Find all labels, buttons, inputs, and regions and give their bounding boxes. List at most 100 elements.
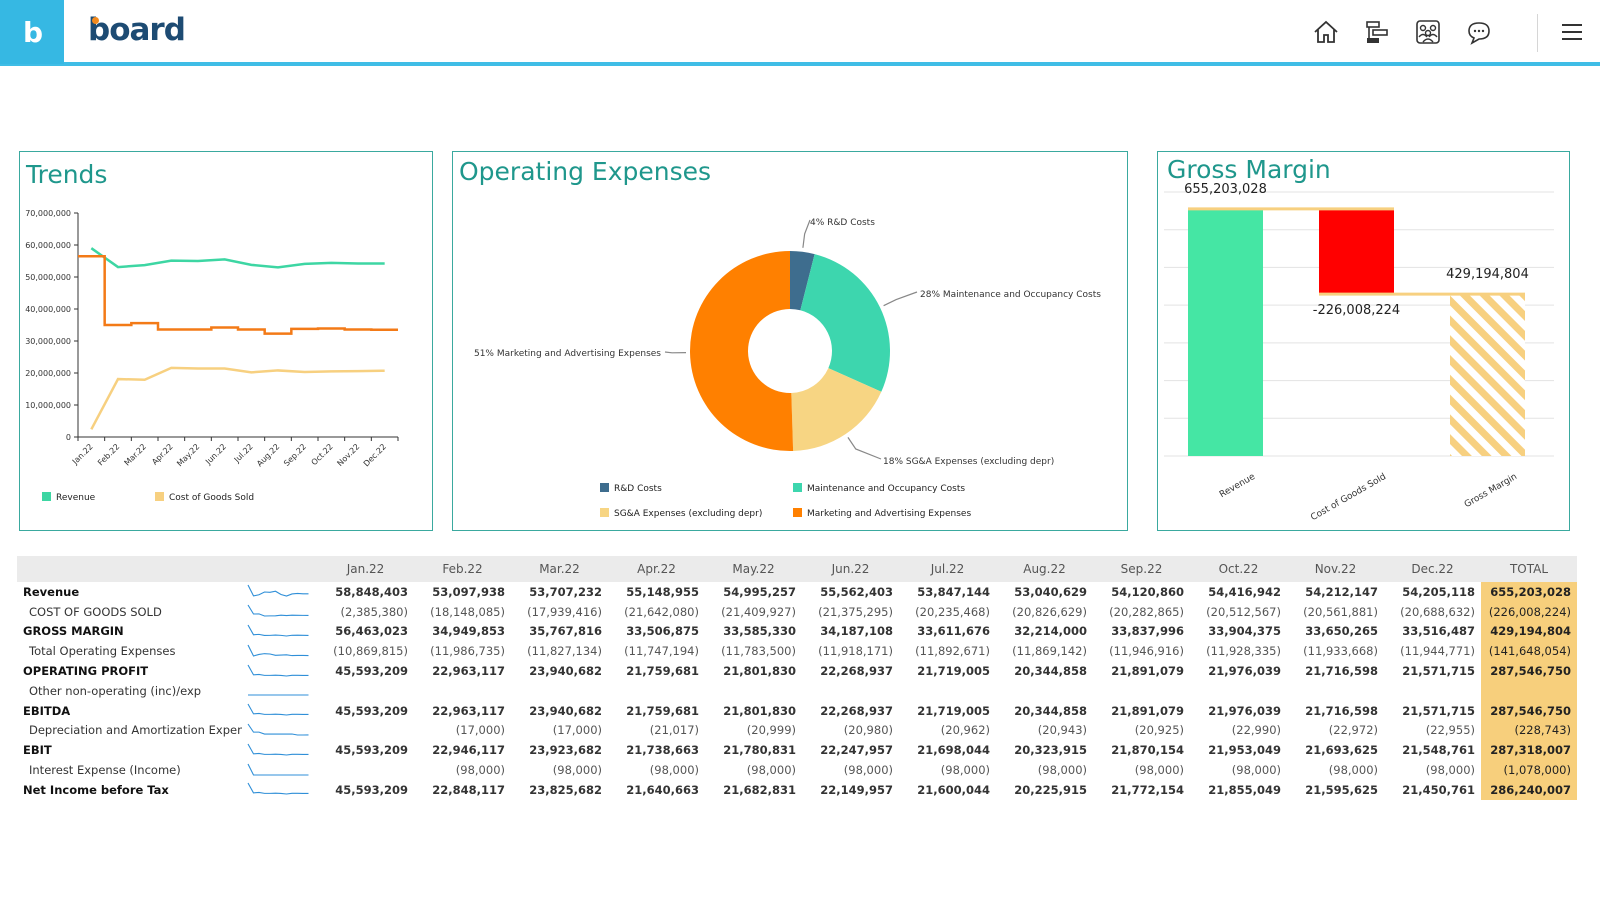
table-cell[interactable] bbox=[899, 681, 996, 701]
table-row[interactable]: Depreciation and Amortization Expense (17… bbox=[17, 720, 1577, 741]
table-cell[interactable] bbox=[705, 681, 802, 701]
table-cell[interactable]: 54,120,860 bbox=[1111, 584, 1184, 599]
table-cell[interactable]: (20,282,865) bbox=[1109, 604, 1184, 619]
table-cell[interactable] bbox=[996, 681, 1093, 701]
table-cell[interactable]: 21,976,039 bbox=[1208, 703, 1281, 718]
table-cell[interactable]: 53,040,629 bbox=[1014, 584, 1087, 599]
table-cell[interactable]: 21,870,154 bbox=[1111, 743, 1184, 758]
table-cell[interactable]: (98,000) bbox=[746, 763, 796, 778]
table-cell[interactable]: 21,801,830 bbox=[723, 703, 796, 718]
table-cell[interactable]: 21,759,681 bbox=[626, 703, 699, 718]
table-cell[interactable]: (10,869,815) bbox=[333, 644, 408, 659]
table-cell[interactable]: (11,986,735) bbox=[430, 644, 505, 659]
table-cell[interactable]: (98,000) bbox=[940, 763, 990, 778]
hierarchy-icon[interactable] bbox=[1361, 16, 1393, 48]
table-cell[interactable]: (98,000) bbox=[552, 763, 602, 778]
table-row[interactable]: GROSS MARGIN 56,463,023 34,949,853 35,767,8… bbox=[17, 621, 1577, 642]
table-cell[interactable]: 22,247,957 bbox=[820, 743, 893, 758]
table-cell[interactable] bbox=[317, 721, 414, 741]
table-cell[interactable]: (11,869,142) bbox=[1012, 644, 1087, 659]
table-cell[interactable]: (20,235,468) bbox=[915, 604, 990, 619]
table-cell[interactable]: 23,940,682 bbox=[529, 664, 602, 679]
table-cell[interactable]: (22,990) bbox=[1231, 723, 1281, 738]
table-row[interactable]: COST OF GOODS SOLD (2,385,380) (18,148,085… bbox=[17, 601, 1577, 622]
table-cell-total[interactable]: 287,546,750 bbox=[1481, 661, 1577, 681]
table-cell[interactable]: (20,561,881) bbox=[1303, 604, 1378, 619]
table-cell-total[interactable]: 287,546,750 bbox=[1481, 700, 1577, 721]
table-cell[interactable]: (17,000) bbox=[552, 723, 602, 738]
table-cell[interactable]: (98,000) bbox=[455, 763, 505, 778]
table-cell[interactable]: 21,716,598 bbox=[1305, 703, 1378, 718]
table-cell[interactable]: 54,416,942 bbox=[1208, 584, 1281, 599]
table-cell-total[interactable]: 286,240,007 bbox=[1481, 779, 1577, 800]
table-cell[interactable]: 53,097,938 bbox=[432, 584, 505, 599]
table-cell[interactable]: 56,463,023 bbox=[335, 624, 408, 639]
table-cell[interactable]: 21,801,830 bbox=[723, 664, 796, 679]
table-cell[interactable]: 33,611,676 bbox=[917, 624, 990, 639]
table-cell[interactable]: 21,595,625 bbox=[1305, 782, 1378, 797]
table-cell[interactable]: 21,953,049 bbox=[1208, 743, 1281, 758]
table-cell-total[interactable]: (228,743) bbox=[1481, 720, 1577, 741]
table-cell[interactable]: 22,848,117 bbox=[432, 782, 505, 797]
table-cell[interactable]: 22,963,117 bbox=[432, 664, 505, 679]
table-cell[interactable]: 21,640,663 bbox=[626, 782, 699, 797]
board-logo-icon[interactable]: b bbox=[0, 0, 64, 64]
table-cell-total[interactable] bbox=[1481, 680, 1577, 701]
table-cell[interactable]: 54,205,118 bbox=[1402, 584, 1475, 599]
table-cell[interactable]: 33,516,487 bbox=[1402, 624, 1475, 639]
table-cell[interactable]: (20,826,629) bbox=[1012, 604, 1087, 619]
table-cell[interactable]: (11,827,134) bbox=[527, 644, 602, 659]
table-cell[interactable]: 22,946,117 bbox=[432, 743, 505, 758]
gm-bar-margin[interactable] bbox=[1450, 294, 1525, 456]
table-cell[interactable]: (17,000) bbox=[455, 723, 505, 738]
table-cell[interactable]: (20,999) bbox=[746, 723, 796, 738]
table-cell[interactable]: 20,344,858 bbox=[1014, 703, 1087, 718]
table-cell[interactable]: 45,593,209 bbox=[335, 782, 408, 797]
table-cell[interactable]: 21,600,044 bbox=[917, 782, 990, 797]
table-cell[interactable]: 21,571,715 bbox=[1402, 703, 1475, 718]
opex-slice[interactable] bbox=[690, 251, 794, 451]
table-cell[interactable]: (20,512,567) bbox=[1206, 604, 1281, 619]
table-cell[interactable]: 23,923,682 bbox=[529, 743, 602, 758]
table-cell[interactable]: 21,571,715 bbox=[1402, 664, 1475, 679]
table-cell[interactable]: 33,837,996 bbox=[1111, 624, 1184, 639]
table-cell[interactable]: 21,891,079 bbox=[1111, 703, 1184, 718]
table-row[interactable]: Other non-operating (inc)/exp bbox=[17, 680, 1577, 701]
table-cell-total[interactable]: 287,318,007 bbox=[1481, 740, 1577, 761]
table-cell[interactable]: 45,593,209 bbox=[335, 743, 408, 758]
table-cell[interactable]: 22,963,117 bbox=[432, 703, 505, 718]
table-cell[interactable]: 21,450,761 bbox=[1402, 782, 1475, 797]
table-cell[interactable]: 32,214,000 bbox=[1014, 624, 1087, 639]
table-cell[interactable]: (98,000) bbox=[1328, 763, 1378, 778]
table-cell[interactable]: 23,940,682 bbox=[529, 703, 602, 718]
table-cell[interactable]: (11,944,771) bbox=[1400, 644, 1475, 659]
table-cell[interactable]: (22,955) bbox=[1425, 723, 1475, 738]
table-cell[interactable]: (20,925) bbox=[1134, 723, 1184, 738]
table-cell[interactable]: (18,148,085) bbox=[430, 604, 505, 619]
table-row[interactable]: EBIT 45,593,209 22,946,117 23,923,682 21,738… bbox=[17, 740, 1577, 761]
table-cell[interactable]: (22,972) bbox=[1328, 723, 1378, 738]
table-cell[interactable]: (17,939,416) bbox=[527, 604, 602, 619]
table-cell[interactable]: 35,767,816 bbox=[529, 624, 602, 639]
table-cell[interactable] bbox=[1093, 681, 1190, 701]
table-cell[interactable]: (20,980) bbox=[843, 723, 893, 738]
table-cell-total[interactable]: 655,203,028 bbox=[1481, 582, 1577, 602]
table-cell[interactable]: 21,693,625 bbox=[1305, 743, 1378, 758]
table-cell[interactable]: 21,738,663 bbox=[626, 743, 699, 758]
table-row[interactable]: Revenue 58,848,403 53,097,938 53,707,232 55,… bbox=[17, 582, 1577, 602]
table-cell-total[interactable]: (226,008,224) bbox=[1481, 601, 1577, 622]
table-cell[interactable]: (11,918,171) bbox=[818, 644, 893, 659]
table-cell[interactable]: 21,772,154 bbox=[1111, 782, 1184, 797]
table-cell[interactable]: 55,562,403 bbox=[820, 584, 893, 599]
table-cell[interactable]: 58,848,403 bbox=[335, 584, 408, 599]
table-cell[interactable]: (11,892,671) bbox=[915, 644, 990, 659]
table-cell[interactable]: 21,759,681 bbox=[626, 664, 699, 679]
opex-slice[interactable] bbox=[790, 251, 815, 311]
table-cell[interactable]: (21,375,295) bbox=[818, 604, 893, 619]
table-cell[interactable]: (2,385,380) bbox=[340, 604, 408, 619]
table-cell[interactable] bbox=[511, 681, 608, 701]
table-cell[interactable]: (20,962) bbox=[940, 723, 990, 738]
opex-slice[interactable] bbox=[791, 368, 882, 451]
table-cell[interactable] bbox=[1384, 681, 1481, 701]
table-cell-total[interactable]: (141,648,054) bbox=[1481, 641, 1577, 662]
